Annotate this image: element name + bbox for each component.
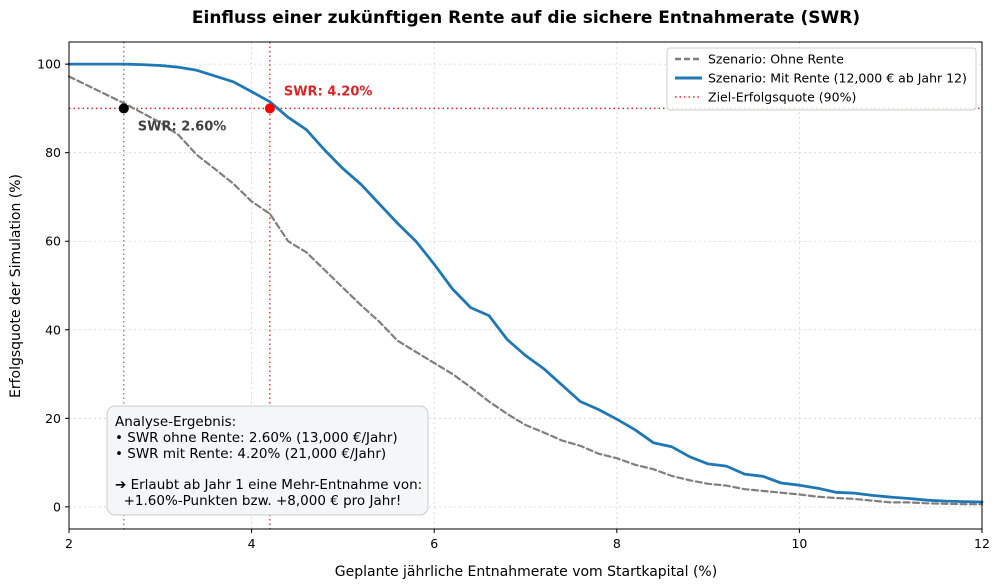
annotation-line-3: • SWR mit Rente: 4.20% (21,000 €/Jahr): [115, 446, 386, 462]
y-tick-label: 40: [45, 322, 61, 337]
swr-points: SWR: 2.60% SWR: 4.20%: [118, 84, 373, 134]
y-tick-label: 0: [53, 499, 61, 514]
series-line-mit-rente: [67, 62, 984, 504]
x-tick-label: 8: [613, 536, 621, 551]
y-tick-label: 80: [45, 145, 61, 160]
x-tick-label: 10: [791, 536, 807, 551]
swr-point-mit-rente: [264, 103, 275, 114]
y-tick-label: 20: [45, 411, 61, 426]
annotation-background: [106, 405, 429, 516]
x-tick-label: 4: [248, 536, 256, 551]
annotation-line-1: Analyse-Ergebnis:: [115, 414, 236, 430]
swr-label-ohne-rente: SWR: 2.60%: [138, 119, 227, 134]
x-tick-label: 12: [974, 536, 990, 551]
axis-ticks: 2 4 6 8 10 12 0 20 40 60 80 100: [37, 57, 990, 551]
legend-label-mit-rente: Szenario: Mit Rente (12,000 € ab Jahr 12…: [708, 71, 967, 86]
legend-label-ziel: Ziel-Erfolgsquote (90%): [708, 90, 856, 105]
x-axis-label: Geplante jährliche Entnahmerate vom Star…: [335, 564, 717, 580]
x-tick-label: 6: [430, 536, 438, 551]
legend: Szenario: Ohne Rente Szenario: Mit Rente…: [666, 47, 977, 111]
series-group: [67, 62, 984, 506]
legend-label-ohne-rente: Szenario: Ohne Rente: [708, 52, 844, 67]
swr-label-mit-rente: SWR: 4.20%: [284, 84, 373, 99]
legend-box: [666, 47, 977, 111]
chart-title: Einfluss einer zukünftigen Rente auf die…: [192, 8, 860, 28]
annotation-box: Analyse-Ergebnis: • SWR ohne Rente: 2.60…: [106, 405, 429, 516]
x-tick-label: 2: [65, 536, 73, 551]
annotation-line-2: • SWR ohne Rente: 2.60% (13,000 €/Jahr): [115, 430, 398, 446]
series-line-ohne-rente: [67, 75, 984, 506]
y-tick-label: 100: [37, 57, 61, 72]
y-axis-label: Erfolgsquote der Simulation (%): [8, 174, 24, 398]
plot-frame: [68, 41, 983, 530]
swr-point-ohne-rente: [118, 103, 129, 114]
annotation-line-6: +1.60%-Punkten bzw. +8,000 € pro Jahr!: [115, 493, 401, 509]
y-tick-label: 60: [45, 234, 61, 249]
annotation-line-5: ➔ Erlaubt ab Jahr 1 eine Mehr-Entnahme v…: [115, 477, 422, 493]
